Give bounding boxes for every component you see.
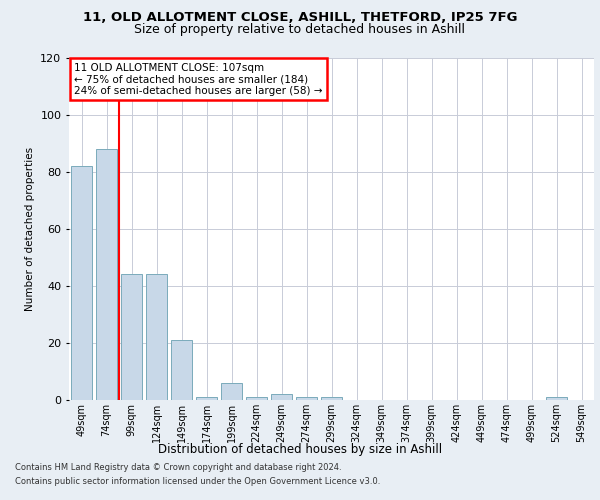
Text: Size of property relative to detached houses in Ashill: Size of property relative to detached ho… — [134, 22, 466, 36]
Bar — [196, 397, 217, 400]
Bar — [321, 397, 342, 400]
Bar — [146, 274, 167, 400]
Bar — [221, 383, 242, 400]
Text: Contains HM Land Registry data © Crown copyright and database right 2024.: Contains HM Land Registry data © Crown c… — [15, 464, 341, 472]
Bar — [96, 149, 117, 400]
Text: 11, OLD ALLOTMENT CLOSE, ASHILL, THETFORD, IP25 7FG: 11, OLD ALLOTMENT CLOSE, ASHILL, THETFOR… — [83, 11, 517, 24]
Text: 11 OLD ALLOTMENT CLOSE: 107sqm
← 75% of detached houses are smaller (184)
24% of: 11 OLD ALLOTMENT CLOSE: 107sqm ← 75% of … — [74, 62, 323, 96]
Bar — [296, 397, 317, 400]
Bar — [71, 166, 92, 400]
Bar — [246, 397, 267, 400]
Y-axis label: Number of detached properties: Number of detached properties — [25, 146, 35, 311]
Bar — [121, 274, 142, 400]
Text: Contains public sector information licensed under the Open Government Licence v3: Contains public sector information licen… — [15, 477, 380, 486]
Bar — [171, 340, 192, 400]
Bar — [271, 394, 292, 400]
Text: Distribution of detached houses by size in Ashill: Distribution of detached houses by size … — [158, 442, 442, 456]
Bar — [546, 397, 567, 400]
